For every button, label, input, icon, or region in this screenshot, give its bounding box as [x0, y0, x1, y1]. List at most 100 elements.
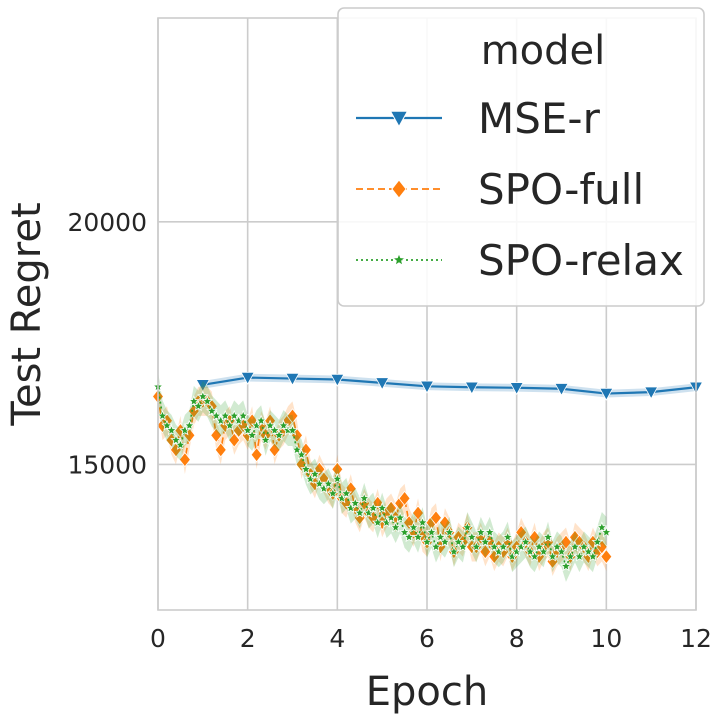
data-point	[206, 404, 218, 416]
data-point	[374, 377, 390, 391]
legend-label: SPO-relax	[478, 236, 684, 285]
data-point	[268, 442, 281, 458]
y-tick-label: 15000	[67, 450, 147, 479]
data-point	[240, 371, 255, 385]
data-point	[183, 419, 196, 431]
data-point	[228, 432, 241, 448]
data-point	[587, 550, 599, 562]
data-point	[542, 531, 554, 543]
data-point	[300, 463, 312, 475]
data-point	[509, 382, 524, 396]
data-point	[429, 510, 442, 526]
confidence-band	[158, 381, 607, 577]
data-point	[223, 419, 236, 431]
data-point	[327, 487, 339, 499]
legend-entry-spo-full: SPO-full	[356, 165, 644, 214]
data-point	[165, 424, 178, 436]
data-point	[291, 443, 303, 455]
x-tick-label: 4	[329, 624, 345, 653]
data-point	[174, 438, 187, 450]
data-point	[237, 409, 249, 421]
data-point	[421, 535, 433, 547]
x-tick-label: 10	[590, 624, 622, 653]
data-point	[464, 381, 480, 395]
data-point	[515, 524, 528, 541]
data-point	[295, 456, 308, 473]
data-point	[452, 535, 465, 547]
data-point	[192, 400, 205, 412]
data-point	[161, 419, 173, 431]
legend-entry-mse-r: MSE-r	[356, 94, 601, 143]
data-point	[241, 424, 254, 436]
data-point	[195, 379, 211, 393]
data-point	[533, 540, 545, 552]
data-point	[542, 534, 555, 550]
data-point	[412, 505, 425, 521]
data-point	[285, 372, 300, 386]
data-point	[188, 395, 200, 407]
data-point	[461, 521, 474, 533]
data-point	[419, 380, 435, 394]
legend-marker	[391, 179, 407, 199]
data-point	[479, 544, 492, 560]
data-point	[434, 531, 447, 543]
data-point	[246, 429, 258, 441]
x-tick-label: 6	[419, 624, 435, 653]
data-point	[528, 550, 541, 562]
data-point	[286, 408, 299, 424]
data-point	[156, 409, 169, 421]
data-point	[582, 545, 595, 557]
data-point	[380, 516, 393, 528]
data-point	[299, 442, 312, 458]
data-point	[389, 521, 402, 533]
data-point	[537, 545, 550, 557]
legend-marker	[391, 252, 407, 267]
data-point	[394, 511, 406, 523]
data-point	[600, 548, 613, 565]
data-point	[403, 515, 416, 531]
data-point	[344, 481, 357, 497]
legend: model MSE-r SPO-full SPO-relax	[337, 7, 705, 307]
data-point	[376, 502, 388, 514]
x-tick-label: 12	[680, 624, 712, 653]
data-point	[506, 550, 518, 562]
data-point	[596, 521, 608, 533]
data-point	[501, 531, 514, 543]
data-point	[430, 540, 442, 552]
data-point	[510, 545, 523, 557]
axes: 0 2 4 6 8 10 12 15000 20000 Epoch Test Regret	[4, 17, 712, 715]
data-point	[201, 395, 214, 407]
data-point	[407, 524, 420, 541]
data-point	[578, 540, 590, 552]
legend-label: SPO-full	[478, 165, 644, 214]
data-point	[398, 490, 411, 507]
data-point	[309, 468, 321, 480]
data-point	[313, 461, 326, 477]
y-axis-title: Test Regret	[4, 202, 50, 426]
data-point	[232, 414, 245, 426]
legend-box	[337, 7, 705, 307]
data-point	[519, 535, 532, 547]
data-point	[255, 414, 267, 426]
data-point	[330, 373, 345, 387]
data-point	[643, 386, 659, 400]
data-point	[264, 419, 276, 431]
x-axis-title: Epoch	[366, 669, 488, 715]
data-point	[573, 550, 586, 562]
data-point	[515, 540, 527, 552]
data-point	[362, 506, 375, 518]
data-point	[250, 419, 263, 431]
x-tick-label: 0	[150, 624, 166, 653]
data-point	[501, 534, 514, 550]
data-point	[197, 390, 209, 402]
data-point	[479, 535, 492, 547]
data-point	[591, 535, 604, 547]
data-point	[295, 448, 308, 460]
data-point	[466, 531, 478, 543]
series-mse-r	[195, 371, 704, 401]
data-point	[599, 387, 614, 401]
data-point	[340, 487, 353, 499]
data-point	[416, 516, 429, 528]
data-point	[277, 419, 290, 431]
